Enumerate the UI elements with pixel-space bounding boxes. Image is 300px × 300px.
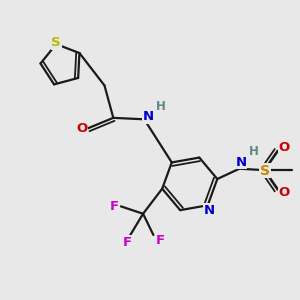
Text: F: F — [155, 234, 164, 247]
Text: N: N — [235, 156, 246, 169]
Text: O: O — [76, 122, 87, 135]
Text: H: H — [156, 100, 166, 113]
Text: F: F — [110, 200, 119, 213]
Text: H: H — [249, 145, 259, 158]
Text: S: S — [51, 36, 61, 49]
Text: O: O — [278, 186, 290, 199]
Text: S: S — [260, 164, 270, 178]
Text: F: F — [122, 236, 131, 249]
Text: N: N — [143, 110, 154, 124]
Text: N: N — [204, 204, 215, 217]
Text: O: O — [278, 141, 290, 154]
